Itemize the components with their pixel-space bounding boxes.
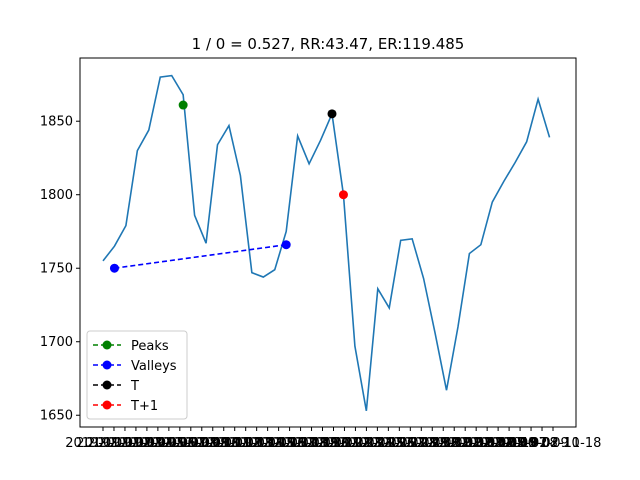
x-tick-label: 2019-01-26 [340, 436, 416, 451]
x-tick-label: 2019-01-27 [351, 436, 427, 451]
y-tick-label: 1800 [40, 188, 73, 203]
x-tick-label: 2019-02-03 [427, 436, 503, 451]
x-tick-label: 2019-02-11-18 [505, 436, 602, 451]
x-tick-label: 2019-01-02 [76, 436, 152, 451]
x-tick-label: 2019-01-12 [186, 436, 262, 451]
legend-marker-valleys [102, 360, 112, 370]
y-tick-label: 1850 [40, 115, 73, 130]
legend-label-peaks: Peaks [131, 339, 169, 354]
y-tick-label: 1650 [40, 409, 73, 424]
legend-marker-t [102, 380, 112, 390]
x-tick-label: 2019-02-09 [493, 436, 569, 451]
valley-point [281, 240, 291, 250]
x-tick-label: 2019-01-03 [87, 436, 163, 451]
legend-label-t: T [130, 379, 139, 394]
x-tick-label: 2019-01-14 [208, 436, 284, 451]
x-tick-label: 2019-01-13 [197, 436, 273, 451]
x-tick-label: 2019-01-28 [362, 436, 438, 451]
x-tick-label: 2019-01-17 [241, 436, 317, 451]
x-tick-label: 2019-01-24 [318, 436, 394, 451]
x-tick-label: 2019-01-25 [329, 436, 405, 451]
legend-marker-peaks [102, 340, 112, 350]
valley-point [109, 263, 119, 273]
plot-frame [79, 57, 577, 428]
legend: Peaks Valleys T T+1 [86, 330, 188, 420]
chart-title: 1 / 0 = 0.527, RR:43.47, ER:119.485 [192, 35, 465, 53]
x-tick-label: 2019-01-15 [219, 436, 295, 451]
legend-label-t1: T+1 [130, 399, 158, 414]
valleys-line [114, 243, 287, 270]
x-tick-label: 2019-01-07 [131, 436, 207, 451]
x-tick-label: 2019-01-01 [65, 436, 141, 451]
x-tick-label: 2019-01-11 [175, 436, 251, 451]
x-tick-label: 2019-02-06 [460, 436, 536, 451]
x-tick-label: 2019-02-02 [416, 436, 492, 451]
x-tick-label: 2019-01-20 [274, 436, 350, 451]
x-tick-label: 2019-02-01 [405, 436, 481, 451]
x-tick-label: 2019-02-05 [449, 436, 525, 451]
legend-label-valleys: Valleys [131, 359, 177, 374]
peak-point [178, 100, 188, 110]
x-tick-label: 2019-01-19 [263, 436, 339, 451]
x-tick-label: 2019-02-04 [438, 436, 514, 451]
x-tick-label: 2019-01-30 [384, 436, 460, 451]
x-tick-label: 2019-02-10 [504, 436, 580, 451]
x-axis: 2019-01-012019-01-022019-01-032019-01-04… [65, 427, 601, 451]
x-tick-label: 2019-01-16 [230, 436, 306, 451]
x-tick-label: 2019-01-08 [142, 436, 218, 451]
y-tick-label: 1750 [40, 262, 73, 277]
x-tick-label: 2019-01-31 [394, 436, 470, 451]
x-tick-label: 2019-02-07 [471, 436, 547, 451]
x-tick-label: 2019-01-18 [252, 436, 328, 451]
legend-marker-t1 [102, 400, 112, 410]
x-tick-label: 2019-01-05 [109, 436, 185, 451]
x-tick-label: 2019-01-09 [153, 436, 229, 451]
y-axis: 1650 1700 1750 1800 1850 [40, 115, 80, 424]
x-tick-label: 2019-01-22 [296, 436, 372, 451]
x-tick-label: 2019-01-10 [164, 436, 240, 451]
x-tick-label: 2019-01-21 [285, 436, 361, 451]
y-tick-label: 1700 [40, 335, 73, 350]
x-tick-label: 2019-01-29 [373, 436, 449, 451]
series-line [102, 74, 551, 411]
t-point [327, 109, 337, 119]
legend-box [86, 330, 188, 420]
x-tick-label: 2019-01-04 [98, 436, 174, 451]
x-tick-label: 2019-01-06 [120, 436, 196, 451]
x-tick-label: 2019-01-23 [307, 436, 383, 451]
x-tick-label: 2019-02-08 [482, 436, 558, 451]
t1-point [338, 190, 348, 200]
